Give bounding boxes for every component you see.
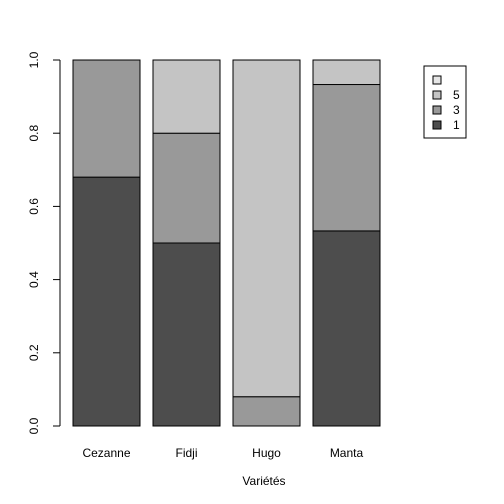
y-axis: 0.0 0.2 0.4 0.6 0.8 1.0: [27, 51, 61, 434]
legend-frame: [423, 65, 467, 139]
bar-segment-fidji-5: [152, 59, 221, 134]
x-category-label: Fidji: [175, 446, 197, 460]
bar-segment-manta-5: [312, 59, 381, 86]
y-tick-label: 1.0: [27, 51, 41, 68]
bar-segment-fidji-1: [152, 242, 221, 427]
bar-segment-hugo-3: [232, 396, 301, 427]
y-tick-label: 0.0: [27, 417, 41, 434]
y-tick-label: 0.6: [27, 198, 41, 215]
legend-swatch: [432, 90, 442, 100]
bar-segment-hugo-5: [232, 59, 301, 398]
y-tick-label: 0.8: [27, 125, 41, 142]
y-tick-label: 0.4: [27, 271, 41, 288]
bar-segment-manta-3: [312, 84, 381, 232]
x-category-label: Hugo: [252, 446, 281, 460]
legend-swatch: [432, 120, 442, 130]
bar-segment-fidji-3: [152, 132, 221, 244]
x-axis-labels: Cezanne Fidji Hugo Manta: [82, 446, 363, 460]
legend-swatch: [432, 75, 442, 85]
x-category-label: Manta: [330, 446, 364, 460]
bars-layer: [72, 59, 381, 427]
x-category-label: Cezanne: [82, 446, 130, 460]
bar-segment-cezanne-3: [72, 59, 141, 178]
legend-label: 3: [453, 103, 460, 117]
legend: 531: [423, 65, 467, 139]
bar-segment-cezanne-1: [72, 176, 141, 427]
y-tick-label: 0.2: [27, 344, 41, 361]
x-axis-title: Variétés: [242, 474, 285, 488]
legend-label: 5: [453, 88, 460, 102]
legend-swatch: [432, 105, 442, 115]
legend-label: 1: [453, 118, 460, 132]
bar-segment-manta-1: [312, 230, 381, 427]
